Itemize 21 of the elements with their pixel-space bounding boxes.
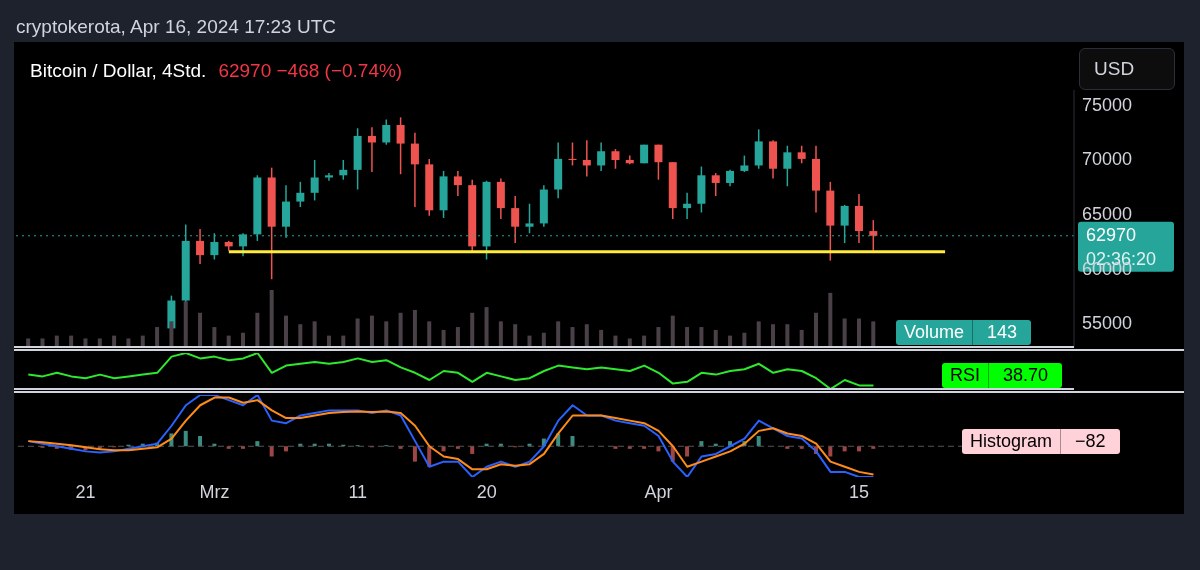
- x-tick-label: Apr: [644, 481, 673, 502]
- chart-title: Bitcoin / Dollar, 4Std.: [30, 60, 207, 81]
- text: Histogram: [962, 429, 1062, 454]
- x-tick-label: 11: [348, 481, 368, 502]
- y-tick-label: 70000: [1082, 149, 1133, 170]
- currency-button: USD: [1079, 48, 1175, 90]
- y-tick-label: 75000: [1082, 94, 1133, 115]
- annotation: 143: [973, 320, 1032, 345]
- y-tick-label: 55000: [1082, 313, 1133, 334]
- text: −82: [1061, 429, 1120, 454]
- ref-line-label: 62970: [1086, 224, 1137, 245]
- chart-subtitle: 62970 −468 (−0.74%): [218, 60, 403, 81]
- x-tick-label: Mrz: [199, 481, 230, 502]
- text: RSI: [942, 363, 990, 388]
- annotation: 38.70: [989, 363, 1063, 388]
- x-tick-label: 21: [75, 481, 96, 502]
- text: cryptokerota, Apr 16, 2024 17:23 UTC: [16, 16, 337, 38]
- x-tick-label: 15: [849, 481, 870, 502]
- text: Volume: [896, 320, 974, 345]
- y-tick-label: 65000: [1082, 203, 1133, 224]
- x-tick-label: 20: [476, 481, 497, 502]
